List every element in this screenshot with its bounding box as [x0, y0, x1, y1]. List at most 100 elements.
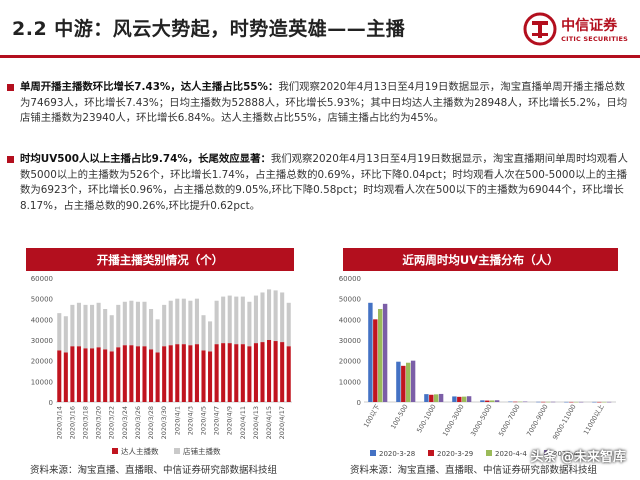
citic-logo-icon [523, 12, 557, 46]
x-tick-label: 3000-5000 [469, 403, 494, 438]
bar-influencer-2020/3/19 [90, 348, 95, 402]
bar-store-2020/4/10 [234, 296, 239, 345]
x-tick-label: 2020/4/7 [213, 406, 221, 435]
x-tick-label: 2020/4/15 [265, 406, 273, 439]
bar-2020-4-5-100以下 [382, 303, 388, 402]
bar-influencer-2020/3/24 [122, 345, 127, 402]
header-divider [0, 55, 640, 58]
y-tick-label: 0 [49, 399, 53, 407]
bar-influencer-2020/4/1 [175, 344, 180, 402]
bar-store-2020/3/24 [122, 301, 127, 346]
x-tick-label: 2020/3/18 [82, 406, 90, 439]
bar-store-2020/4/12 [247, 301, 252, 347]
bar-store-2020/4/11 [240, 296, 245, 345]
bar-2020-4-4-7000-9000 [546, 401, 551, 403]
x-tick-label: 100-500 [389, 403, 410, 431]
bar-2020-3-29-100-500 [401, 365, 406, 402]
bar-2020-3-28-100以下 [368, 302, 373, 402]
bar-store-2020/4/2 [181, 298, 186, 345]
bar-influencer-2020/4/8 [221, 343, 226, 402]
logo-name-en: CITIC SECURITIES [561, 35, 628, 43]
x-tick-label: 2020/3/20 [95, 406, 103, 439]
bar-store-2020/3/23 [116, 304, 121, 348]
bar-store-2020/4/13 [253, 295, 258, 344]
bar-2020-3-29-500-1000 [429, 394, 434, 402]
legend-label: 2020-4-5 [553, 450, 585, 458]
bar-influencer-2020/3/15 [63, 352, 68, 402]
x-tick-label: 2020/3/22 [108, 406, 116, 439]
legend-swatch [112, 448, 118, 454]
legend-swatch [486, 450, 492, 456]
bar-store-2020/4/8 [221, 296, 226, 344]
bar-store-2020/3/20 [96, 302, 101, 348]
x-tick-label: 5000-7000 [497, 403, 522, 438]
bar-influencer-2020/3/23 [116, 347, 121, 402]
x-tick-label: 2020/4/3 [186, 406, 194, 435]
bar-2020-3-29-11000以上 [597, 401, 602, 403]
x-tick-label: 2020/4/17 [278, 406, 286, 439]
x-tick-label: 2020/4/9 [226, 406, 234, 435]
bar-2020-4-5-500-1000 [438, 393, 444, 402]
legend-swatch [370, 450, 376, 456]
bar-store-2020/4/6 [208, 321, 213, 352]
y-tick-label: 60000 [339, 275, 361, 283]
bar-store-2020/4/9 [227, 295, 232, 344]
bar-2020-4-5-3000-5000 [494, 400, 500, 402]
bar-influencer-2020/4/17 [280, 342, 285, 402]
bar-influencer-2020/4/18 [286, 346, 291, 402]
bar-influencer-2020/4/11 [240, 344, 245, 402]
bar-store-2020/4/1 [175, 298, 180, 345]
legend-label: 2020-3-29 [437, 450, 473, 458]
y-tick-label: 50000 [31, 296, 53, 304]
bar-2020-4-5-9000-11000 [578, 401, 584, 403]
bar-store-2020/4/15 [267, 289, 272, 340]
bar-2020-3-29-1000-3000 [457, 396, 462, 402]
bar-2020-3-29-9000-11000 [569, 401, 574, 403]
bar-store-2020/4/17 [280, 292, 285, 343]
legend-swatch [174, 448, 180, 454]
legend-label: 2020-4-4 [495, 450, 527, 458]
bar-2020-4-5-7000-9000 [550, 401, 556, 403]
bar-2020-3-29-7000-9000 [541, 401, 546, 403]
bar-store-2020/3/17 [76, 302, 81, 347]
bar-influencer-2020/3/14 [57, 350, 62, 402]
bar-2020-3-29-100以下 [373, 319, 378, 402]
bar-2020-3-28-1000-3000 [452, 396, 457, 402]
logo-name-cn: 中信证券 [561, 18, 618, 34]
bar-store-2020/3/14 [57, 313, 62, 351]
bar-store-2020/4/18 [286, 302, 291, 347]
bar-2020-3-28-7000-9000 [536, 401, 541, 403]
x-tick-label: 2020/3/24 [121, 406, 129, 439]
bar-influencer-2020/3/21 [103, 349, 108, 402]
y-tick-label: 10000 [339, 378, 361, 386]
x-tick-label: 2020/4/1 [173, 406, 181, 435]
y-tick-label: 40000 [339, 316, 361, 324]
paragraph-body: 我们观察2020年4月13日至4月19日数据显示，淘宝直播单周开播主播总数为74… [20, 81, 628, 124]
bar-2020-3-28-11000以上 [592, 401, 597, 403]
bullet-square-icon [7, 156, 14, 163]
bar-store-2020/3/27 [142, 301, 147, 347]
bar-store-2020/4/3 [188, 300, 193, 346]
y-tick-label: 10000 [31, 378, 53, 386]
y-tick-label: 20000 [339, 358, 361, 366]
legend-label: 2020-3-28 [379, 450, 415, 458]
bar-2020-4-4-9000-11000 [574, 401, 579, 403]
right-source-note: 资料来源：淘宝直播、直播眼、中信证券研究部数据科技组 [350, 465, 598, 476]
paragraph-lead: 单周开播主播数环比增长7.43%，达人主播占比55%： [20, 81, 279, 93]
bar-influencer-2020/4/2 [181, 344, 186, 402]
page-title: 2.2 中游：风云大势起，时势造英雄——主播 [12, 18, 406, 40]
bar-influencer-2020/3/20 [96, 347, 101, 402]
x-tick-label: 100以下 [362, 403, 382, 429]
bar-influencer-2020/4/12 [247, 346, 252, 402]
bar-store-2020/4/7 [214, 300, 219, 345]
bar-2020-3-28-5000-7000 [508, 401, 513, 403]
bar-influencer-2020/3/30 [162, 346, 167, 402]
bar-2020-4-4-100-500 [406, 362, 411, 402]
bar-store-2020/3/21 [103, 309, 108, 350]
bar-store-2020/3/19 [90, 304, 95, 349]
bar-2020-4-5-1000-3000 [466, 396, 472, 402]
x-tick-label: 2020/4/5 [200, 406, 208, 435]
bar-store-2020/3/31 [168, 300, 173, 346]
bar-2020-4-4-11000以上 [602, 401, 607, 403]
bar-store-2020/3/28 [149, 309, 154, 350]
